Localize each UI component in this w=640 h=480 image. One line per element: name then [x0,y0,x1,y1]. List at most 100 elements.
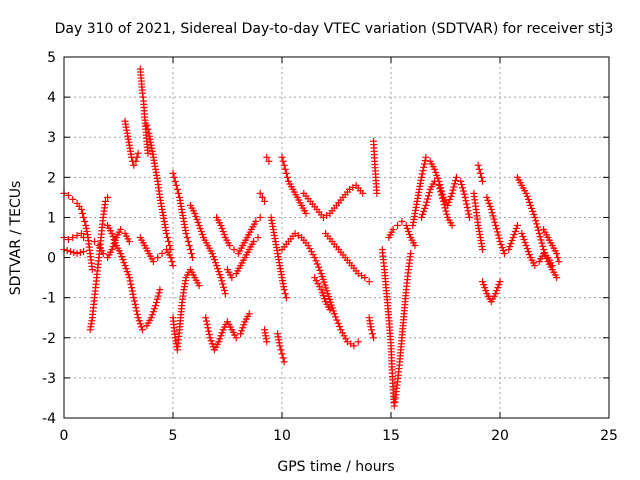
plus-marker [398,217,406,225]
plus-marker [172,181,180,189]
plus-marker [128,284,136,292]
plus-marker [367,326,375,334]
plus-marker [330,310,338,318]
plus-marker [195,221,203,229]
plus-marker [240,321,248,329]
plus-marker [439,197,447,205]
plus-marker [184,238,192,246]
plus-marker [316,266,324,274]
plus-marker [433,171,441,179]
plus-marker [206,334,214,342]
plus-marker [438,191,446,199]
plus-marker [531,262,539,270]
plus-marker [448,221,456,229]
plus-marker [340,332,348,340]
plus-marker [111,239,119,247]
plus-marker [422,201,430,209]
y-axis-ticks: -4 -3 -2 -1 0 1 2 3 4 5 [42,50,609,427]
plus-marker [203,320,211,328]
plus-marker [183,234,191,241]
plus-marker [164,234,172,241]
plus-marker [441,204,449,212]
plus-marker [154,292,162,300]
plus-marker [548,262,556,270]
plus-marker [165,238,173,246]
plus-marker [311,254,319,262]
plus-marker [484,196,492,204]
plus-marker [420,163,428,171]
plus-marker [537,236,545,244]
plus-marker [533,220,541,228]
plus-marker [495,234,503,242]
plus-marker [424,192,432,200]
plus-marker [334,319,342,327]
plus-marker [70,249,78,257]
plus-marker [208,250,216,258]
plus-marker [186,246,194,254]
plus-marker [496,278,504,286]
plus-marker [153,295,161,303]
plus-marker [144,149,152,157]
plus-marker [169,169,177,177]
plus-marker [117,225,125,233]
x-tick-label: 25 [600,428,618,444]
plus-marker [338,329,346,337]
plus-marker [494,284,502,292]
plus-marker [476,169,484,177]
x-tick-label: 5 [169,428,178,444]
plus-marker [493,225,501,233]
y-tick-label: -2 [42,331,56,347]
plus-marker [195,282,203,290]
plus-marker [423,198,431,206]
plus-marker [215,268,223,276]
plus-marker [263,338,271,346]
plus-marker [539,242,547,250]
plus-marker [281,165,289,173]
plus-marker [80,213,88,221]
plus-marker [258,193,266,201]
plus-marker [133,307,141,315]
plus-marker [245,310,253,318]
plus-marker [479,177,487,185]
plus-marker [254,234,262,241]
plus-marker [406,230,414,238]
plus-marker [350,342,358,350]
plus-marker [218,329,226,337]
plus-marker [150,305,158,313]
y-tick-label: 5 [47,50,56,66]
plus-marker [555,258,563,266]
plus-marker [204,324,212,332]
plus-marker [182,229,190,237]
plus-marker [279,354,287,362]
plus-marker [174,189,182,197]
plus-marker [185,242,193,250]
plus-marker [214,265,222,273]
plus-marker [189,254,197,262]
plus-marker [252,217,260,225]
plus-marker [278,350,286,358]
plus-marker [525,198,533,206]
plus-marker [315,263,323,271]
plus-marker [265,157,273,165]
plus-marker [232,334,240,342]
plus-marker [148,311,156,319]
plus-marker [534,226,542,234]
plus-marker [130,161,138,169]
plot-frame [63,56,610,419]
plus-marker [127,280,135,288]
plus-marker [79,209,87,217]
plus-marker [431,177,439,185]
plus-marker [81,217,89,225]
plus-marker [316,283,324,291]
plus-marker [421,204,429,212]
plus-marker [359,189,367,197]
plus-marker [507,240,515,248]
plus-marker [482,287,490,295]
plus-marker [217,221,225,229]
plus-marker [108,229,116,237]
plus-marker [510,230,518,238]
plus-marker [403,224,411,232]
plus-marker [130,297,138,305]
y-tick-label: 1 [47,210,56,226]
plus-marker [250,238,258,246]
